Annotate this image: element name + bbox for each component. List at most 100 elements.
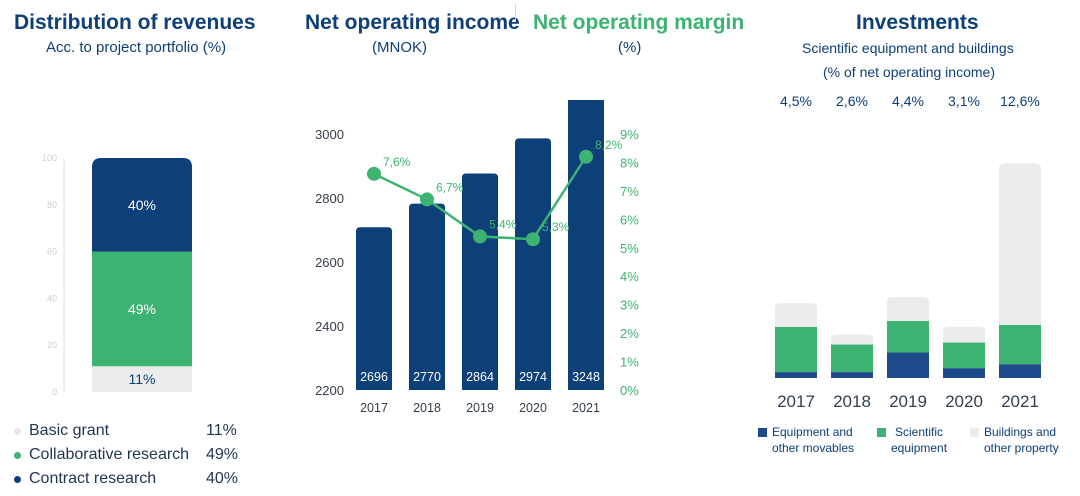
investments-segment [999,364,1041,378]
revenues-segment-label: 11% [129,371,156,387]
legend-value: 49% [206,446,239,463]
legend-line: Equipment and [772,425,853,439]
basic-grant-dot [14,427,21,435]
investments-chart: 4,5% 2,6% 4,4% 3,1% 12,6% 2017 2018 2019 2020 20… [775,93,1041,411]
investments-x-tick: 2018 [833,392,871,411]
investments-segment [999,324,1041,365]
investments-x-tick: 2020 [945,392,983,411]
revenues-y-tick: 100 [42,153,57,163]
income-x-tick: 2018 [413,401,441,415]
investments-pct-label: 4,5% [780,93,812,109]
legend-line: Scientific [895,425,944,439]
investments-bars [775,163,1041,378]
revenues-subtitle: Acc. to project portfolio (%) [46,39,227,56]
margin-y-tick: 3% [620,298,639,313]
investments-pct-label: 2,6% [836,93,868,109]
investments-pct-label: 4,4% [892,93,924,109]
investments-segment [943,342,985,369]
investments-segment [887,320,929,353]
legend-label: Contract research [29,470,157,487]
investments-segment [775,372,817,378]
income-bar [462,173,498,390]
income-y-tick: 3000 [315,127,344,142]
legend-line: other movables [772,441,855,455]
revenues-y-tick: 80 [47,200,57,210]
income-x-tick: 2019 [466,401,494,415]
investments-segment [775,303,817,327]
margin-y-tick: 7% [620,184,639,199]
collaborative-research-dot [14,451,21,459]
income-bar [515,138,551,390]
legend-basic-grant: Basic grant 11% [14,422,237,440]
investments-segment [943,368,985,378]
income-y-tick: 2200 [315,383,344,398]
margin-y-tick: 4% [620,269,639,284]
investments-segment [831,344,873,373]
income-x-tick: 2017 [360,401,388,415]
income-bar-label: 2696 [360,370,388,384]
revenues-stack: 11% 49% 40% [92,158,192,392]
margin-point [420,192,434,207]
income-unit: (MNOK) [372,39,427,56]
legend-line: Buildings and [984,425,1057,439]
margin-axis: 0% 1% 2% 3% 4% 5% 6% 7% 8% 9% [620,127,639,398]
scientific-swatch [877,428,886,437]
margin-y-tick: 9% [620,127,639,142]
income-y-tick: 2800 [315,191,344,206]
revenues-y-tick: 0 [52,387,57,397]
revenues-segment [92,366,192,392]
margin-title: Net operating margin [533,11,745,34]
margin-y-tick: 8% [620,155,639,170]
legend-line: other property [984,441,1059,455]
income-title: Net operating income [305,11,520,34]
legend-contract-research: Contract research 40% [14,470,238,488]
revenues-axis: 0 20 40 60 80 100 [42,153,65,397]
income-bar [356,227,392,390]
revenues-segment [92,251,192,367]
revenues-y-tick: 60 [47,247,57,257]
investments-segment [999,163,1041,325]
buildings-swatch [970,428,979,437]
margin-unit: (%) [618,39,642,56]
margin-point-label: 7,6% [383,155,411,169]
revenues-chart: 0 20 40 60 80 100 11% 49% 40% [42,153,192,397]
margin-point-label: 5,3% [542,220,570,234]
investments-title: Investments [856,11,979,34]
investments-x-axis: 2017 2018 2019 2020 2021 [777,392,1039,411]
legend-line: equipment [891,441,948,455]
income-y-tick: 2400 [315,319,344,334]
revenues-segment-label: 40% [128,197,156,213]
investments-subtitle-2: (% of net operating income) [823,64,995,80]
income-x-axis: 2017 2018 2019 2020 2021 [360,401,600,415]
income-x-tick: 2021 [572,401,600,415]
revenues-title: Distribution of revenues [14,11,256,34]
title-divider [515,4,516,22]
investments-segment [775,326,817,373]
legend-label: Basic grant [29,422,110,439]
margin-point [473,229,487,244]
income-x-tick: 2020 [519,401,547,415]
equipment-swatch [758,428,767,437]
investments-subtitle-1: Scientific equipment and buildings [802,40,1014,56]
margin-point [367,166,381,181]
contract-research-dot [14,475,21,483]
margin-point [526,232,540,247]
income-bar-label: 2974 [519,370,547,384]
investments-segment [943,326,985,343]
income-bar-label: 2864 [466,370,494,384]
investments-segment [887,352,929,378]
margin-y-tick: 0% [620,383,639,398]
investments-pct-label: 3,1% [948,93,980,109]
legend-value: 40% [206,470,239,487]
margin-point-label: 6,7% [436,180,464,194]
margin-y-tick: 6% [620,212,639,227]
margin-line: 7,6% 6,7% 5,4% 5,3% 8,2% [367,138,623,247]
investments-pct-labels: 4,5% 2,6% 4,4% 3,1% 12,6% [780,93,1040,109]
income-bar [409,203,445,390]
income-chart: 2200 2400 2600 2800 3000 0% 1% 2% 3% 4% 5% 6% 7% 8% 9… [315,100,639,415]
margin-y-tick: 1% [620,355,639,370]
legend-collaborative-research: Collaborative research 49% [14,446,238,464]
income-bar-label: 3248 [572,370,600,384]
revenues-y-tick: 40 [47,293,57,303]
legend-label: Collaborative research [29,446,190,463]
